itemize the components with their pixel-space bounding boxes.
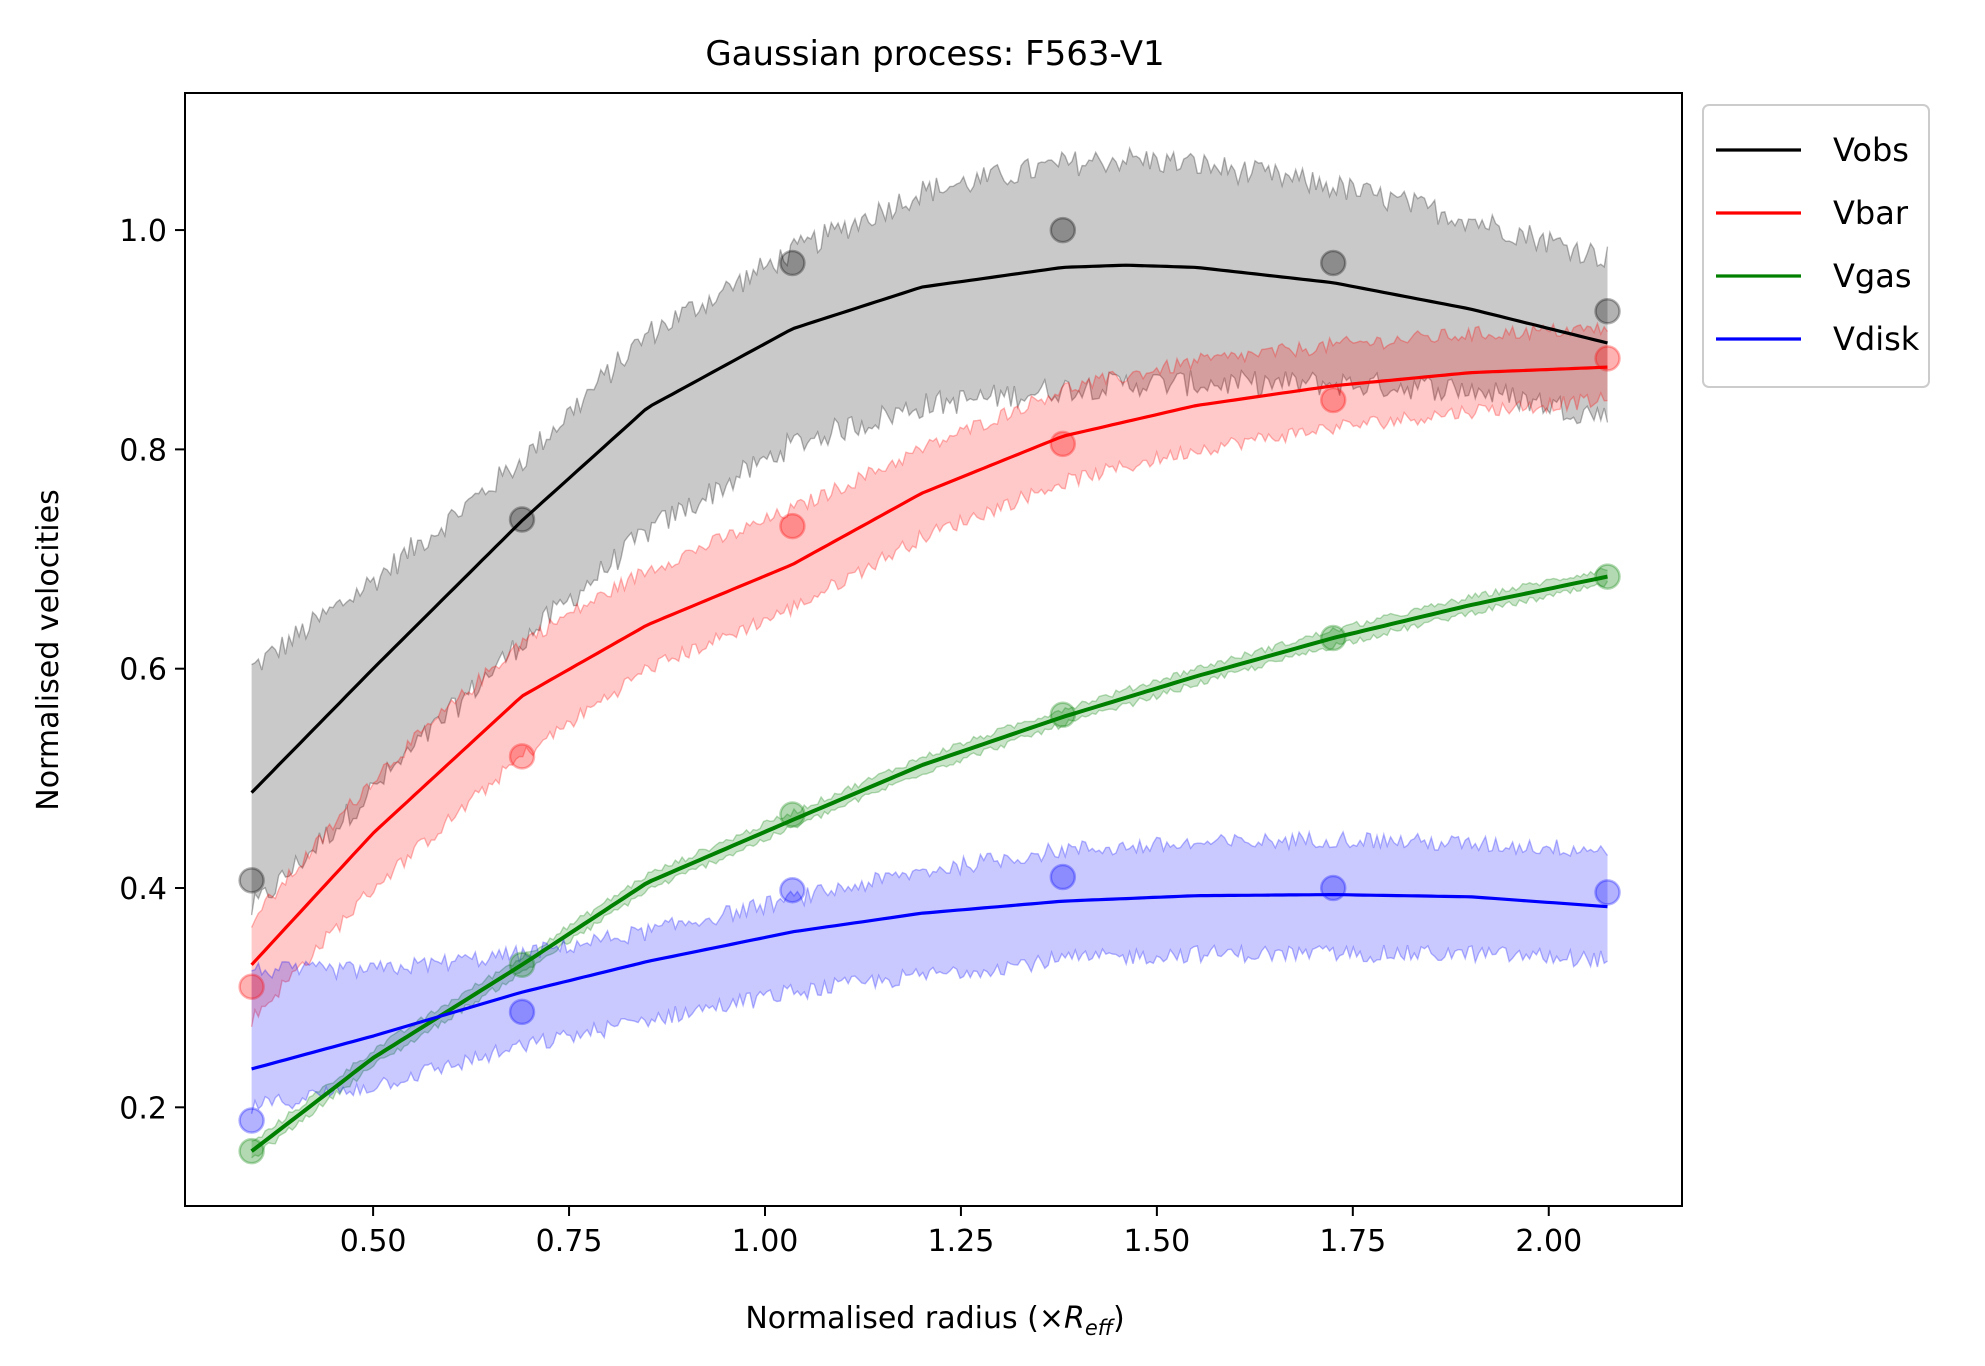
vdisk-data-point: [1049, 863, 1077, 891]
y-axis-label: Normalised velocities: [31, 489, 66, 810]
vgas-data-point: [1594, 563, 1621, 590]
y-tick-label: 0.6: [119, 653, 167, 688]
vobs-data-point: [238, 867, 265, 894]
x-axis-label-close: ): [1113, 1301, 1125, 1336]
vdisk-mean-line: [251, 892, 1608, 1071]
vgas-band-upper-edge: [251, 567, 1608, 1143]
plot-frame: [184, 92, 1683, 1207]
vbar-data-point: [1594, 345, 1621, 372]
vdisk-confidence-band: [251, 831, 1608, 1114]
vgas-legend-label: Vgas: [1833, 257, 1911, 295]
vbar-data-point: [1319, 386, 1347, 414]
vdisk-data-point: [1319, 874, 1347, 902]
chart-title: Gaussian process: F563-V1: [705, 34, 1164, 74]
x-axis-label-text: Normalised radius (×: [745, 1301, 1064, 1336]
vbar-mean-line: [250, 365, 1608, 966]
vdisk-data-point: [238, 1107, 265, 1134]
vdisk-band-upper-edge: [251, 829, 1609, 982]
vdisk-data-point: [508, 998, 536, 1026]
legend: Vobs Vbar Vgas Vdisk: [1702, 104, 1930, 388]
y-tick-label: 0.2: [119, 1091, 167, 1126]
x-tick-label: 1.25: [928, 1224, 995, 1259]
vdisk-data-point: [1594, 879, 1621, 906]
data-points: [238, 216, 1621, 1165]
vobs-mean-line: [250, 263, 1608, 794]
x-axis-label-subscript: eff: [1085, 1316, 1116, 1340]
vgas-band-lower-edge: [251, 580, 1609, 1159]
vobs-band-lower-edge: [250, 369, 1609, 916]
y-tick-label: 0.4: [119, 872, 167, 907]
x-tick-label: 2.00: [1515, 1224, 1582, 1259]
confidence-bands: [250, 145, 1609, 1159]
legend-items: Vobs Vbar Vgas Vdisk: [1716, 131, 1920, 358]
y-tick-label: 0.8: [119, 433, 167, 468]
x-axis-label-symbol: R: [1064, 1301, 1085, 1336]
vbar-data-point: [779, 512, 806, 540]
vobs-data-point: [1319, 249, 1347, 277]
vobs-data-point: [1594, 297, 1621, 325]
vbar-data-point: [508, 743, 536, 770]
y-axis-ticks: 0.2 0.4 0.6 0.8 1.0: [119, 214, 185, 1126]
vbar-band-upper-edge: [250, 321, 1609, 928]
x-tick-label: 1.50: [1123, 1224, 1190, 1259]
vbar-confidence-band: [251, 323, 1608, 1027]
y-tick-label: 1.0: [119, 214, 167, 249]
vgas-mean-line: [250, 574, 1608, 1153]
vdisk-data-point: [779, 876, 806, 904]
vdisk-band-lower-edge: [250, 943, 1608, 1114]
legend-box: [1702, 104, 1930, 388]
vbar-legend-label: Vbar: [1833, 194, 1909, 232]
mean-lines: [250, 263, 1608, 1153]
vbar-data-point: [238, 973, 265, 1000]
vobs-confidence-band: [251, 148, 1608, 916]
x-tick-label: 1.75: [1319, 1224, 1386, 1259]
x-tick-label: 0.50: [340, 1224, 407, 1259]
vobs-band-upper-edge: [251, 145, 1609, 671]
x-axis-label: Normalised radius (×Reff): [745, 1301, 1124, 1340]
x-axis-ticks: 0.50 0.75 1.00 1.25 1.50 1.75 2.00: [340, 1206, 1582, 1259]
x-tick-label: 1.00: [732, 1224, 799, 1259]
vobs-legend-label: Vobs: [1833, 131, 1909, 169]
x-tick-label: 0.75: [536, 1224, 603, 1259]
vobs-data-point: [779, 249, 806, 277]
vbar-band-lower-edge: [250, 391, 1608, 1028]
vobs-data-point: [1049, 216, 1077, 244]
vdisk-legend-label: Vdisk: [1833, 320, 1920, 358]
